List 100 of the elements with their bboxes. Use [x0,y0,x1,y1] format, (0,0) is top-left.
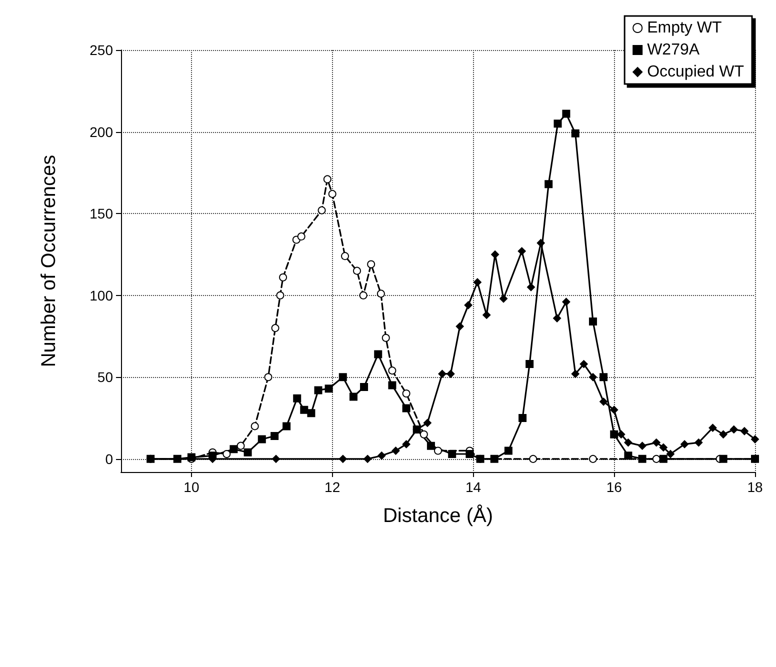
point [222,450,231,458]
point [426,442,435,450]
point [554,120,562,128]
point [638,442,646,450]
point [258,435,266,444]
point [652,438,660,447]
point [230,445,238,454]
point [708,424,717,432]
point [544,180,553,188]
point [423,418,432,427]
point [276,291,284,300]
point [270,432,279,440]
point [324,384,333,393]
legend-label: W279A [647,42,700,58]
point [562,110,570,118]
point [318,206,326,214]
point [536,239,545,248]
point [282,422,291,430]
point [328,190,336,198]
point [666,450,674,458]
point [323,175,332,184]
point [300,406,308,414]
point [438,370,446,378]
x-tick-label: 14 [465,479,482,495]
point [526,283,535,292]
point [341,252,350,260]
point [482,310,491,319]
point [236,442,245,450]
point [659,443,668,452]
point [466,450,474,458]
point [526,360,534,368]
legend-label: Occupied WT [647,64,744,80]
point [490,454,498,463]
y-axis-title: Number of Occurrences [38,154,60,368]
point [562,298,570,306]
point [360,382,368,391]
point [504,446,512,455]
point [600,373,608,382]
point [382,334,390,342]
point [420,430,428,438]
y-tick-label: 200 [90,124,114,140]
point [388,381,396,390]
point [694,438,703,447]
point [719,430,728,438]
point [624,452,632,460]
point [464,301,472,310]
point [610,430,618,438]
point [518,247,526,256]
point [314,386,322,394]
point [751,435,759,444]
y-tick-label: 250 [90,42,114,58]
x-tick-label: 10 [184,479,200,495]
point [529,454,538,463]
point [446,370,455,378]
point [588,373,597,382]
y-tick-label: 100 [90,287,114,304]
point [364,454,372,463]
point [571,129,580,138]
point [402,440,410,448]
x-tick-label: 16 [606,479,622,495]
y-tick-label: 50 [97,369,114,386]
point [359,291,368,300]
point [173,454,182,463]
legend-label: Empty WT [647,20,722,36]
point [580,360,588,368]
point [473,278,482,286]
point [279,273,288,282]
point [388,366,396,375]
point [338,373,347,382]
point [448,450,456,458]
point [402,404,410,412]
point [293,394,302,402]
point [376,290,385,298]
point [617,430,626,438]
point [378,452,386,460]
point [588,454,597,463]
point [297,232,306,240]
point [491,250,500,258]
point [349,392,358,401]
point [624,438,632,447]
point [730,425,738,434]
y-tick-label: 0 [105,450,114,467]
point [610,406,618,414]
x-tick-label: 18 [747,479,763,495]
x-tick-label: 12 [324,479,340,495]
point [659,454,668,463]
point [638,454,646,463]
point [272,454,280,463]
point [338,454,347,463]
point [434,446,442,455]
point [352,266,361,275]
point [307,409,316,418]
point [271,324,280,332]
point [652,454,660,463]
point [600,398,608,406]
point [367,260,376,268]
point [250,422,259,430]
point [374,350,382,358]
x-axis-title: Distance (Å) [382,504,494,527]
point [500,294,508,303]
